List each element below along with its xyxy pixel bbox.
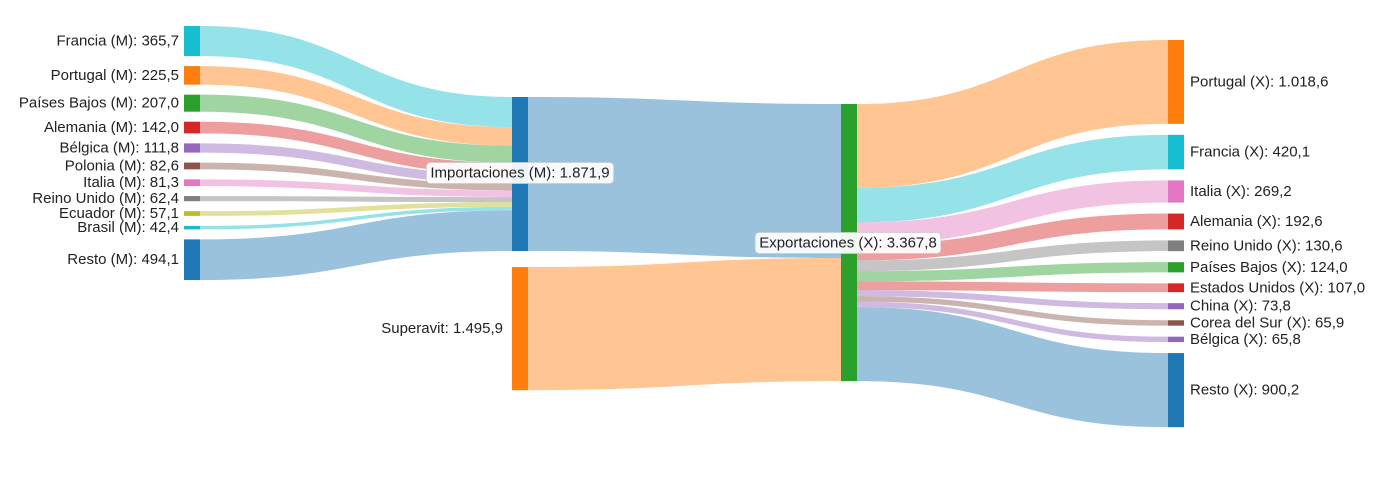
sankey-node-kr_x [1168,320,1184,326]
sankey-links [200,26,1168,428]
sankey-link-exp-cn_x [857,290,1168,310]
sankey-label-it_m: Italia (M): 81,3 [83,174,179,191]
sankey-label-us_x: Estados Unidos (X): 107,0 [1190,279,1365,296]
sankey-node-de_x [1168,213,1184,230]
sankey-node-cn_x [1168,303,1184,310]
sankey-link-it_m-imp [200,179,512,198]
sankey-node-pl_m [184,162,200,170]
sankey-label-cn_x: China (X): 73,8 [1190,298,1291,315]
sankey-link-br_m-imp [200,206,512,230]
sankey-link-pt_m-imp [200,66,512,146]
sankey-label-imp: Importaciones (M): 1.871,9 [430,165,609,182]
sankey-label-be_m: Bélgica (M): 111,8 [60,139,180,156]
sankey-node-fr_x [1168,134,1184,170]
sankey-node-br_m [184,225,200,230]
sankey-label-de_m: Alemania (M): 142,0 [44,119,179,136]
sankey-label-rest_x: Resto (X): 900,2 [1190,382,1299,399]
sankey-label-sup: Superavit: 1.495,9 [381,320,503,337]
sankey-label-fr_m: Francia (M): 365,7 [56,33,179,50]
sankey-label-fr_x: Francia (X): 420,1 [1190,144,1310,161]
sankey-label-kr_x: Corea del Sur (X): 65,9 [1190,314,1344,331]
sankey-labels: Francia (M): 365,7 Portugal (M): 225,5 Paí… [19,33,1365,399]
sankey-label-uk_x: Reino Unido (X): 130,6 [1190,237,1343,254]
sankey-link-exp-rest_x [857,307,1168,428]
sankey-node-it_x [1168,180,1184,203]
sankey-node-rest_x [1168,353,1184,428]
sankey-link-exp-it_x [857,180,1168,245]
sankey-link-exp-kr_x [857,296,1168,326]
sankey-label-be_x: Bélgica (X): 65,8 [1190,331,1301,348]
sankey-node-nl_m [184,94,200,112]
sankey-link-nl_m-imp [200,94,512,163]
sankey-node-ec_m [184,211,200,216]
sankey-link-exp-uk_x [857,240,1168,272]
sankey-nodes [184,26,1184,428]
sankey-label-uk_m: Reino Unido (M): 62,4 [32,190,179,207]
sankey-link-fr_m-imp [200,26,512,128]
sankey-label-it_x: Italia (X): 269,2 [1190,183,1292,200]
sankey-link-imp-exp [528,97,841,259]
sankey-node-us_x [1168,283,1184,293]
sankey-label-box-imp [425,162,615,184]
sankey-label-nl_x: Países Bajos (X): 124,0 [1190,259,1348,276]
sankey-node-fr_m [184,26,200,57]
sankey-node-de_m [184,121,200,134]
sankey-node-be_m [184,143,200,153]
sankey-label-de_x: Alemania (X): 192,6 [1190,213,1323,230]
sankey-node-rest_m [184,239,200,281]
sankey-link-uk_m-imp [200,196,512,203]
sankey-label-pl_m: Polonia (M): 82,6 [65,157,179,174]
sankey-label-pt_x: Portugal (X): 1.018,6 [1190,73,1328,90]
sankey-label-exp: Exportaciones (X): 3.367,8 [759,235,937,252]
sankey-node-uk_x [1168,240,1184,252]
sankey-node-nl_x [1168,262,1184,273]
sankey-link-exp-nl_x [857,262,1168,282]
sankey-link-de_m-imp [200,121,512,175]
sankey-label-pt_m: Portugal (M): 225,5 [51,67,179,84]
sankey-link-rest_m-imp [200,210,512,281]
sankey-node-uk_m [184,196,200,202]
sankey-label-br_m: Brasil (M): 42,4 [77,219,179,236]
sankey-label-box-exp [754,232,942,254]
sankey-link-ec_m-imp [200,202,512,216]
sankey-link-sup-exp [528,258,841,391]
sankey-link-exp-fr_x [857,134,1168,223]
sankey-node-it_m [184,179,200,187]
sankey-label-rest_m: Resto (M): 494,1 [67,251,179,268]
sankey-link-exp-be_x [857,301,1168,343]
sankey-node-pt_x [1168,40,1184,124]
sankey-node-sup [512,267,528,391]
sankey-node-pt_m [184,66,200,85]
sankey-node-be_x [1168,336,1184,343]
sankey-label-ec_m: Ecuador (M): 57,1 [59,205,179,222]
sankey-label-nl_m: Países Bajos (M): 207,0 [19,95,179,112]
sankey-link-exp-pt_x [857,40,1168,188]
sankey-link-exp-us_x [857,281,1168,293]
